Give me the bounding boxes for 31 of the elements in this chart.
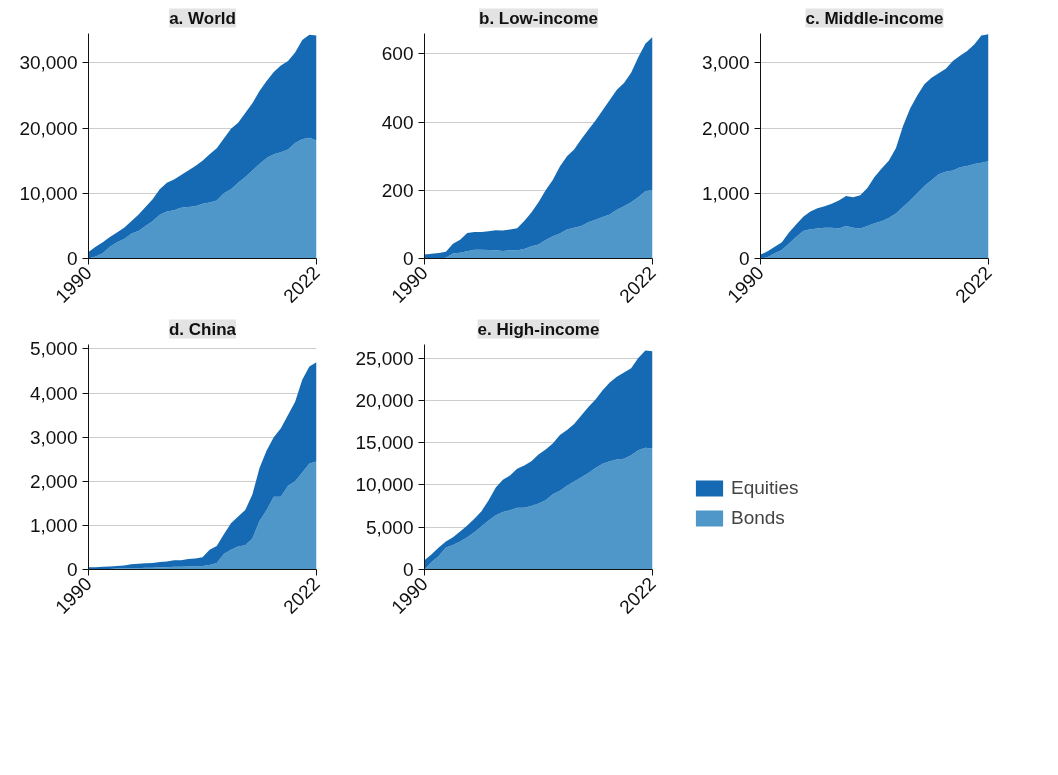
y-tick-label: 1,000 xyxy=(29,514,78,536)
chart-title: a. World xyxy=(169,8,236,28)
y-tick-label: 0 xyxy=(738,248,750,269)
y-tick-label: 10,000 xyxy=(355,474,414,496)
y-tick-label: 3,000 xyxy=(701,52,750,74)
y-tick-label: 20,000 xyxy=(355,389,414,411)
y-tick-label: 2,000 xyxy=(29,470,78,492)
legend-label: Bonds xyxy=(731,507,785,529)
y-tick-label: 30,000 xyxy=(19,52,78,74)
y-tick-label: 0 xyxy=(66,248,78,269)
chart-title: b. Low-income xyxy=(479,8,598,28)
y-tick-label: 10,000 xyxy=(19,182,78,204)
y-tick-label: 25,000 xyxy=(355,347,414,369)
y-tick-label: 0 xyxy=(402,248,414,269)
y-tick-label: 5,000 xyxy=(365,516,414,538)
chart-title: e. High-income xyxy=(477,319,600,339)
legend-label: Equities xyxy=(731,477,799,499)
y-tick-label: 0 xyxy=(66,559,78,580)
y-tick-label: 600 xyxy=(381,43,414,65)
y-tick-label: 200 xyxy=(381,179,414,201)
y-tick-label: 2,000 xyxy=(701,117,750,139)
y-tick-label: 20,000 xyxy=(19,117,78,139)
y-tick-label: 400 xyxy=(381,111,414,133)
chart-title: c. Middle-income xyxy=(805,8,944,28)
y-tick-label: 3,000 xyxy=(29,426,78,448)
y-tick-label: 0 xyxy=(402,559,414,580)
chart-title: d. China xyxy=(168,319,237,339)
y-tick-label: 4,000 xyxy=(29,382,78,404)
y-tick-label: 5,000 xyxy=(29,338,78,360)
y-tick-label: 1,000 xyxy=(701,182,750,204)
y-tick-label: 15,000 xyxy=(355,432,414,454)
